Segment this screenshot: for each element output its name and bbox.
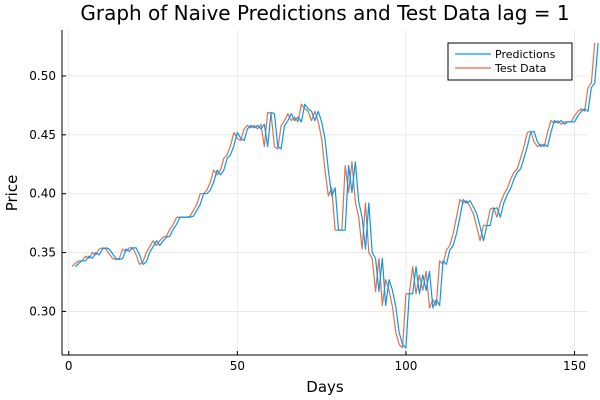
x-tick-label: 150 bbox=[563, 359, 586, 373]
series-line-predictions bbox=[75, 42, 599, 349]
x-tick-label: 100 bbox=[394, 359, 417, 373]
legend-box bbox=[447, 42, 573, 81]
x-axis-label: Days bbox=[306, 378, 344, 396]
y-tick-label: 0.40 bbox=[29, 187, 56, 201]
legend: Predictions Test Data bbox=[447, 42, 573, 81]
chart-title: Graph of Naive Predictions and Test Data… bbox=[80, 1, 569, 25]
x-tick-label: 50 bbox=[230, 359, 245, 373]
y-tick-label: 0.35 bbox=[29, 246, 56, 260]
axes bbox=[61, 30, 588, 356]
legend-label-predictions: Predictions bbox=[495, 48, 556, 61]
y-axis-label: Price bbox=[3, 175, 21, 212]
tick-labels: 0 50 100 150 0.30 0.35 0.40 0.45 0.50 bbox=[29, 69, 586, 373]
series-lines bbox=[71, 42, 599, 349]
y-tick-label: 0.50 bbox=[29, 69, 56, 83]
series-line-test-data bbox=[71, 42, 596, 349]
legend-label-test-data: Test Data bbox=[494, 62, 546, 75]
x-tick-label: 0 bbox=[65, 359, 73, 373]
y-tick-label: 0.30 bbox=[29, 304, 56, 318]
y-tick-label: 0.45 bbox=[29, 128, 56, 142]
